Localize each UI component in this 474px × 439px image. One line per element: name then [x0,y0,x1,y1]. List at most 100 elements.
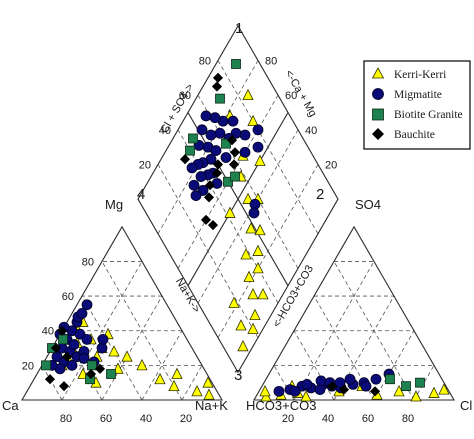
point-migmatite-cation [76,307,88,319]
point-migmatite-diamond [211,178,223,189]
region-number-3: 3 [234,367,242,384]
point-migmatite-diamond [186,162,198,174]
point-migmatite-diamond [196,124,208,136]
point-kerri-kerri-diamond [242,88,254,101]
legend-item-biotite-granite: Biotite Granite [372,108,463,121]
point-migmatite-diamond [239,129,251,141]
tick-cation-bottom: 80 [60,413,72,425]
anion-triangle [253,225,455,401]
point-biotite-granite-diamond [188,133,198,144]
point-bauchite-cation [56,325,68,336]
tick-diamond-left: 40 [159,125,171,137]
point-bauchite-cation [94,363,106,374]
point-migmatite-cation [68,339,80,350]
point-bauchite-diamond [211,168,223,179]
tick-cation-bottom: 60 [100,413,112,425]
point-bauchite-anion [326,381,338,392]
point-kerri-kerri-cation [171,367,183,379]
point-kerri-kerri-cation [108,345,120,357]
point-kerri-kerri-anion [410,390,422,402]
point-kerri-kerri-diamond [247,114,259,127]
point-biotite-granite-cation [58,334,68,345]
point-migmatite-diamond [188,179,200,191]
point-kerri-kerri-diamond [245,222,257,234]
corner-label-mg: Mg [105,197,123,212]
point-kerri-kerri-anion [438,383,450,395]
corner-label-cl: Cl [460,398,472,413]
tick-anion-bottom: 80 [402,413,414,425]
point-migmatite-diamond [195,171,207,182]
point-kerri-kerri-diamond [228,296,240,308]
point-migmatite-diamond [227,115,239,127]
point-bauchite-diamond [200,214,212,225]
point-kerri-kerri-diamond [247,287,259,300]
point-bauchite-diamond [212,159,224,170]
diamond-field [137,24,339,374]
point-migmatite-cation [81,333,93,345]
point-biotite-granite-diamond [231,59,241,69]
point-kerri-kerri-cation [168,379,180,392]
point-kerri-kerri-diamond [254,154,266,166]
point-kerri-kerri-cation [121,350,133,362]
point-kerri-kerri-diamond [247,322,259,334]
point-migmatite-anion [344,373,356,385]
anion-grid-hco3 [293,330,335,401]
point-migmatite-diamond [214,127,226,139]
point-kerri-kerri-diamond [242,192,254,204]
tick-diamond-left: 60 [179,90,191,102]
point-kerri-kerri-diamond [224,206,236,218]
point-migmatite-anion [370,373,382,385]
tick-anion-bottom: 20 [282,413,294,425]
point-migmatite-diamond [248,207,260,219]
legend-label: Bauchite [394,129,435,141]
region-number-1: 1 [235,20,243,37]
point-bauchite-diamond [226,135,238,146]
corner-label-so4: SO4 [355,197,381,212]
point-migmatite-diamond [220,152,232,163]
tick-diamond-right: 80 [265,56,277,68]
point-kerri-kerri-diamond [257,287,269,300]
point-bauchite-cation [61,351,73,362]
corner-label-hco3-co3: HCO3+CO3 [246,398,316,413]
point-biotite-granite-diamond [215,93,225,104]
legend-label: Migmatite [394,89,442,101]
point-kerri-kerri-diamond [243,270,255,282]
point-kerri-kerri-cation [154,372,166,385]
point-kerri-kerri-cation [203,388,215,400]
tick-cation-bottom: 40 [140,413,152,425]
point-kerri-kerri-diamond [235,319,247,331]
point-migmatite-diamond [205,129,217,141]
tick-diamond-right: 60 [285,90,297,102]
point-biotite-granite-diamond [185,145,195,156]
point-bauchite-diamond [207,219,219,231]
point-migmatite-diamond [252,124,264,136]
point-bauchite-cation [44,374,56,385]
legend-label: Biotite Granite [394,109,463,121]
point-kerri-kerri-cation [136,358,148,371]
point-bauchite-diamond [211,81,223,92]
point-kerri-kerri-anion [428,386,440,398]
point-bauchite-diamond [203,192,215,203]
point-migmatite-diamond [209,112,221,124]
point-migmatite-diamond [252,141,264,153]
point-biotite-granite-diamond [223,176,233,187]
point-migmatite-diamond [239,146,251,158]
point-migmatite-cation [66,359,78,371]
point-migmatite-cation [78,353,90,364]
point-migmatite-diamond [210,145,222,156]
point-kerri-kerri-anion [259,384,271,397]
point-bauchite-diamond [212,72,224,83]
legend-marker-square [372,108,384,121]
point-migmatite-cation [81,299,93,311]
tick-cation-left: 80 [82,256,94,268]
legend-marker-triangle [371,67,385,79]
point-bauchite-anion [338,384,350,395]
diamond-divider-2 [187,112,289,286]
point-migmatite-anion [315,375,327,387]
tick-diamond-right: 40 [305,125,317,137]
tick-diamond-right: 20 [325,159,337,171]
point-kerri-kerri-diamond [240,248,252,260]
point-migmatite-diamond [200,110,212,122]
anion-grid-cl [373,330,415,401]
